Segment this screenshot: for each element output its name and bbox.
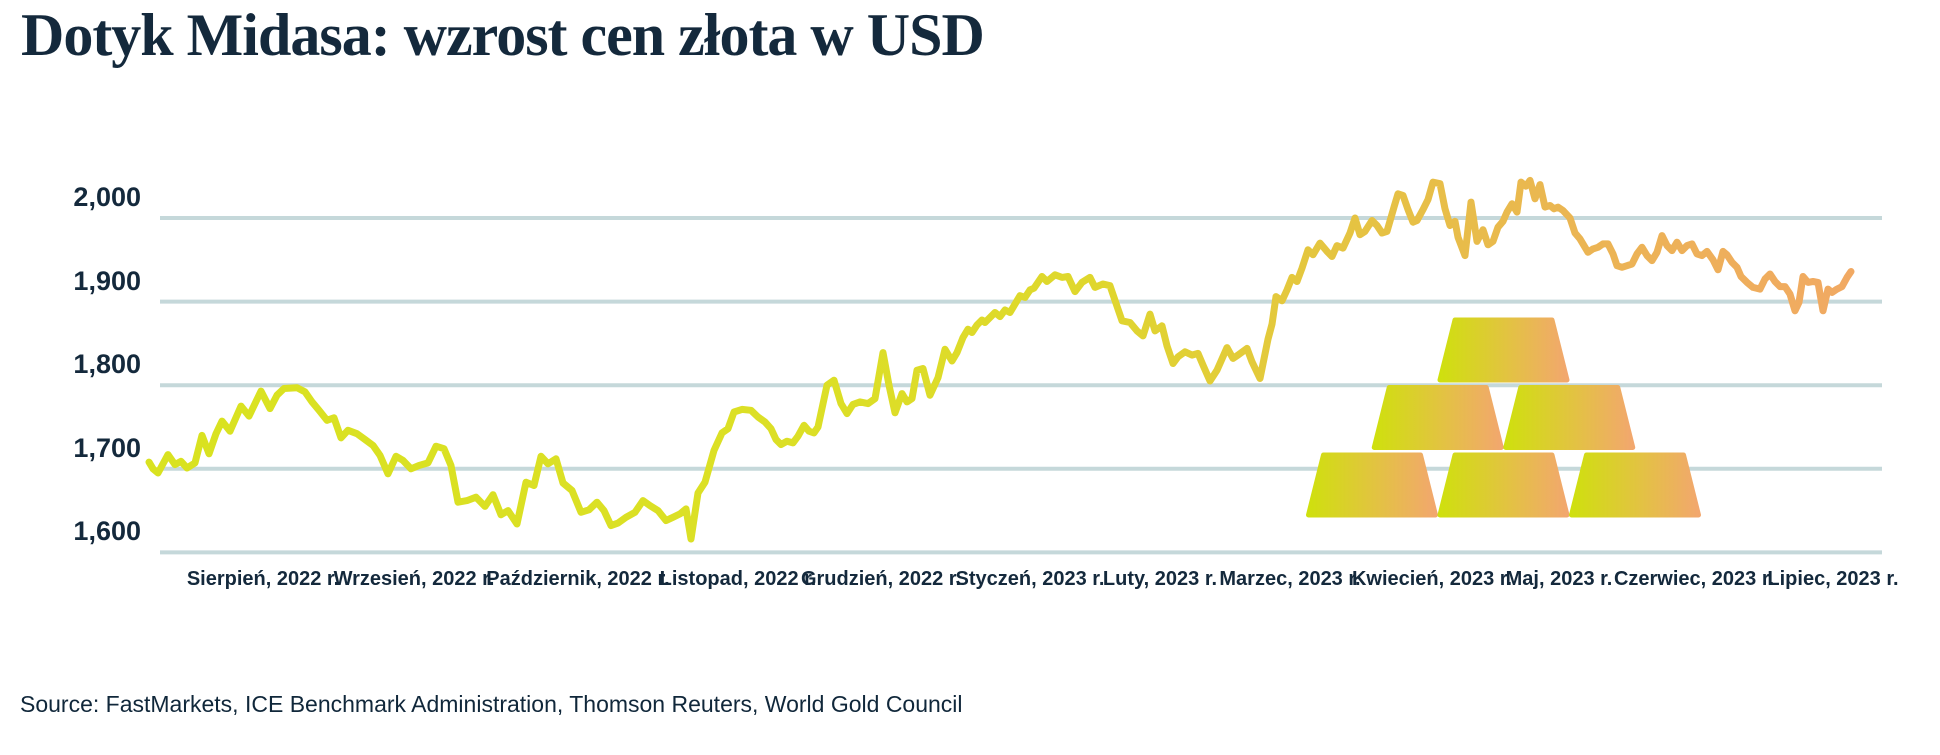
gold-bars-illustration — [1306, 317, 1701, 518]
x-axis-label-11: Czerwiec, 2023 r. — [1613, 568, 1775, 590]
x-axis-label-8: Marzec, 2023 r. — [1219, 568, 1361, 590]
gold-bar — [1437, 317, 1570, 383]
gold-bar — [1503, 385, 1636, 450]
x-axis-label-7: Luty, 2023 r. — [1102, 568, 1218, 590]
x-axis-label-5: Grudzień, 2022 r. — [800, 568, 962, 590]
y-axis-label-1900: 1,900 — [73, 265, 141, 296]
x-axis-label-12: Lipiec, 2023 r. — [1767, 568, 1899, 590]
gold-bar — [1306, 452, 1438, 518]
x-axis-label-3: Październik, 2022 r. — [486, 568, 670, 590]
gold-bar — [1437, 452, 1570, 518]
y-axis-label-1700: 1,700 — [73, 432, 141, 463]
gold-bar — [1371, 385, 1504, 450]
y-axis-label-1600: 1,600 — [73, 516, 141, 547]
x-axis-label-4: Listopad, 2022 r. — [659, 568, 817, 590]
y-axis-label-2000: 2,000 — [73, 182, 141, 212]
x-axis-label-9: Kwiecień, 2023 r. — [1351, 568, 1513, 590]
x-axis-label-6: Styczeń, 2023 r. — [955, 568, 1105, 590]
x-axis-label-1: Sierpień, 2022 r. — [186, 568, 340, 590]
gold-bar — [1569, 452, 1701, 518]
x-axis-label-2: Wrzesień, 2022 r. — [333, 568, 495, 590]
source-note: Source: FastMarkets, ICE Benchmark Admin… — [20, 691, 963, 717]
chart-title: Dotyk Midasa: wzrost cen złota w USD — [21, 2, 985, 68]
y-axis-label-1800: 1,800 — [73, 349, 141, 380]
x-axis-label-10: Maj, 2023 r. — [1505, 568, 1613, 590]
gold-price-line — [145, 176, 1855, 543]
